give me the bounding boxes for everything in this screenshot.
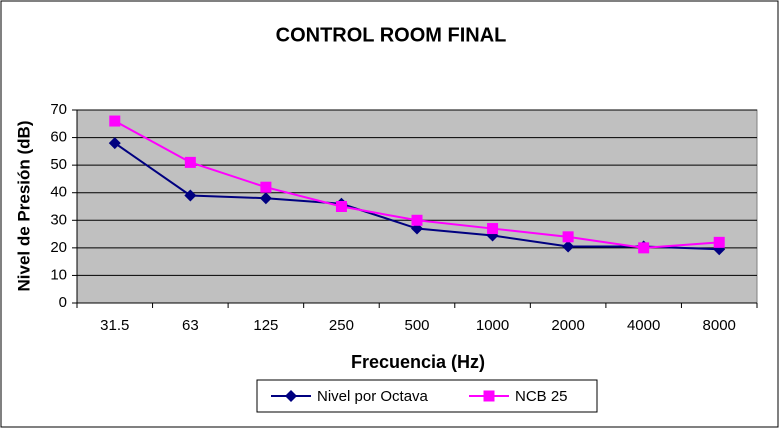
y-axis-label: Nivel de Presión (dB) [14,121,33,292]
x-axis-label: Frecuencia (Hz) [351,352,485,372]
y-tick-label: 30 [50,211,67,228]
y-tick-label: 40 [50,184,67,201]
legend [256,379,598,413]
legend-label: NCB 25 [515,388,568,405]
marker [713,236,725,248]
marker [562,240,575,253]
marker [411,214,423,226]
y-tick-label: 20 [50,239,67,256]
legend-label: Nivel por Octava [317,388,429,405]
marker [260,181,272,193]
chart-title: CONTROL ROOM FINAL [276,24,507,46]
marker [487,223,499,235]
x-tick-label: 125 [253,317,278,334]
x-tick-label: 2000 [551,317,584,334]
marker [184,189,197,202]
x-tick-label: 31.5 [100,317,129,334]
marker [108,137,121,150]
x-tick-label: 500 [404,317,429,334]
y-tick-label: 50 [50,156,67,173]
x-tick-label: 63 [182,317,199,334]
x-tick-label: 250 [329,317,354,334]
marker [184,156,196,168]
marker [483,390,495,402]
marker [109,115,121,127]
y-tick-label: 70 [50,101,67,118]
y-tick-label: 10 [50,266,67,283]
x-tick-label: 4000 [627,317,660,334]
marker [638,242,650,254]
y-tick-label: 0 [59,294,67,311]
x-tick-label: 8000 [703,317,736,334]
x-tick-label: 1000 [476,317,509,334]
marker [285,390,297,402]
marker [562,231,574,243]
marker [259,192,272,205]
plot-area [76,109,758,304]
marker [335,201,347,212]
y-tick-label: 60 [50,129,67,146]
